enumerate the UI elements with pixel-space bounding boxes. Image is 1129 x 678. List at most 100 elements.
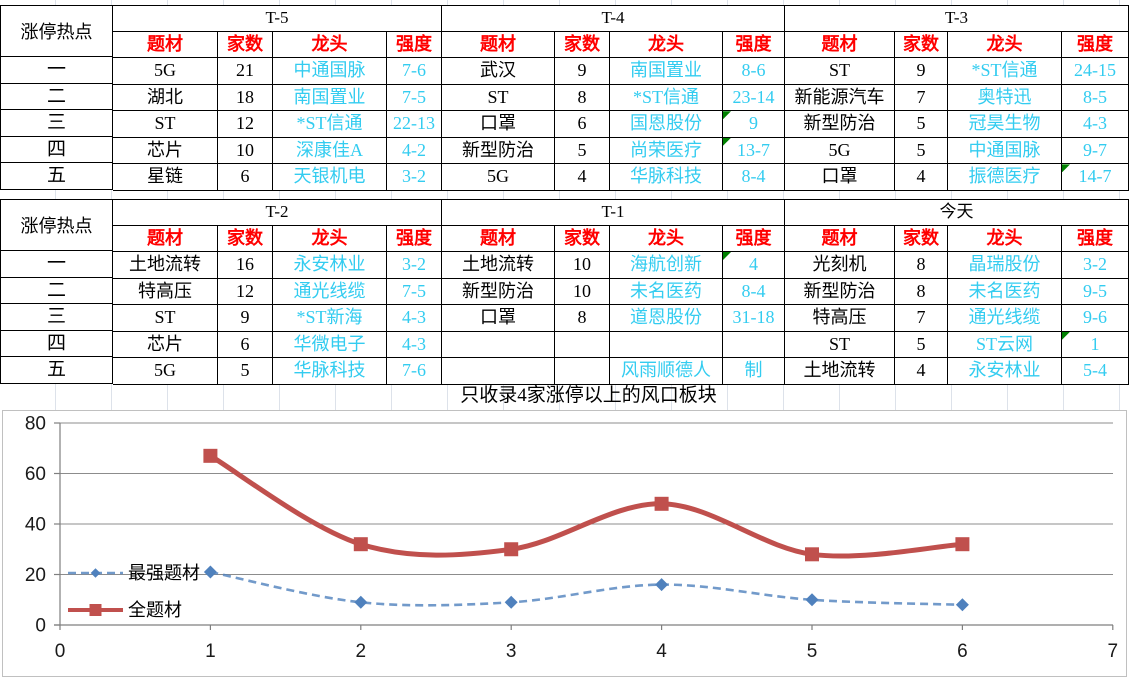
cell-count[interactable]: 12 bbox=[218, 111, 273, 138]
cell-leader[interactable]: 奥特迅 bbox=[948, 84, 1062, 112]
cell-leader[interactable]: 通光线缆 bbox=[948, 305, 1062, 332]
cell-theme[interactable]: 武汉 bbox=[442, 58, 555, 85]
cell-theme[interactable]: 星链 bbox=[113, 164, 218, 191]
cell-strength[interactable]: 9 bbox=[723, 111, 785, 138]
row-label-cell[interactable]: 一 bbox=[0, 57, 113, 84]
row-label-cell[interactable]: 三 bbox=[0, 110, 113, 137]
cell-count[interactable]: 6 bbox=[555, 111, 610, 138]
cell-strength[interactable]: 4-3 bbox=[387, 331, 442, 359]
row-label-cell[interactable]: 四 bbox=[0, 136, 113, 164]
cell-strength[interactable]: 4-2 bbox=[387, 137, 442, 165]
cell-theme[interactable]: 新型防治 bbox=[442, 278, 555, 306]
cell-count[interactable]: 12 bbox=[218, 278, 273, 306]
cell-strength[interactable]: 9-6 bbox=[1062, 305, 1129, 332]
cell-strength[interactable]: 3-2 bbox=[387, 164, 442, 191]
cell-leader[interactable]: 天银机电 bbox=[273, 164, 387, 191]
cell-strength[interactable]: 3-2 bbox=[387, 252, 442, 279]
cell-count[interactable]: 9 bbox=[218, 305, 273, 332]
cell-leader[interactable]: 风雨顺德人 bbox=[610, 358, 723, 385]
row-label-cell[interactable]: 五 bbox=[0, 357, 113, 384]
cell-count[interactable]: 5 bbox=[895, 331, 948, 359]
cell-count[interactable]: 21 bbox=[218, 58, 273, 85]
cell-count[interactable]: 7 bbox=[895, 84, 948, 112]
cell-strength[interactable]: 4-3 bbox=[387, 305, 442, 332]
cell-theme[interactable]: 5G bbox=[113, 58, 218, 85]
cell-leader[interactable]: *ST信通 bbox=[948, 58, 1062, 85]
cell-count[interactable]: 4 bbox=[555, 164, 610, 191]
cell-theme[interactable]: 新能源汽车 bbox=[785, 84, 895, 112]
cell-strength[interactable]: 9-7 bbox=[1062, 137, 1129, 165]
cell-theme[interactable]: 5G bbox=[785, 137, 895, 165]
cell-count[interactable]: 5 bbox=[555, 137, 610, 165]
cell-theme[interactable]: 新型防治 bbox=[785, 111, 895, 138]
cell-theme[interactable]: 5G bbox=[442, 164, 555, 191]
cell-leader[interactable]: 深康佳A bbox=[273, 137, 387, 165]
cell-leader[interactable]: 南国置业 bbox=[273, 84, 387, 112]
cell-leader[interactable]: *ST新海 bbox=[273, 305, 387, 332]
cell-strength[interactable]: 24-15 bbox=[1062, 58, 1129, 85]
cell-leader[interactable]: *ST信通 bbox=[273, 111, 387, 138]
cell-strength[interactable]: 7-5 bbox=[387, 278, 442, 306]
cell-leader[interactable]: 国恩股份 bbox=[610, 111, 723, 138]
cell-leader[interactable]: ST云网 bbox=[948, 331, 1062, 359]
cell-count[interactable]: 5 bbox=[218, 358, 273, 385]
row-label-cell[interactable]: 二 bbox=[0, 83, 113, 111]
cell-strength[interactable]: 1 bbox=[1062, 331, 1129, 359]
cell-count[interactable]: 8 bbox=[895, 252, 948, 279]
cell-count[interactable]: 6 bbox=[218, 164, 273, 191]
cell-strength[interactable]: 31-18 bbox=[723, 305, 785, 332]
cell-leader[interactable]: 中通国脉 bbox=[948, 137, 1062, 165]
cell-theme[interactable]: ST bbox=[113, 111, 218, 138]
cell-strength[interactable]: 5-4 bbox=[1062, 358, 1129, 385]
cell-count[interactable]: 4 bbox=[895, 358, 948, 385]
cell-leader[interactable]: 中通国脉 bbox=[273, 58, 387, 85]
cell-strength[interactable]: 8-4 bbox=[723, 278, 785, 306]
cell-count[interactable]: 10 bbox=[555, 278, 610, 306]
cell-theme[interactable]: 特高压 bbox=[785, 305, 895, 332]
cell-leader[interactable]: 永安林业 bbox=[273, 252, 387, 279]
cell-strength[interactable]: 4 bbox=[723, 252, 785, 279]
cell-strength[interactable]: 23-14 bbox=[723, 84, 785, 112]
cell-leader[interactable]: 通光线缆 bbox=[273, 278, 387, 306]
cell-strength[interactable] bbox=[723, 331, 785, 359]
cell-theme[interactable]: 口罩 bbox=[442, 111, 555, 138]
cell-strength[interactable]: 3-2 bbox=[1062, 252, 1129, 279]
row-label-cell[interactable]: 一 bbox=[0, 251, 113, 278]
cell-theme[interactable]: 湖北 bbox=[113, 84, 218, 112]
cell-count[interactable]: 16 bbox=[218, 252, 273, 279]
cell-leader[interactable]: 华微电子 bbox=[273, 331, 387, 359]
row-label-cell[interactable]: 三 bbox=[0, 304, 113, 331]
cell-strength[interactable]: 4-3 bbox=[1062, 111, 1129, 138]
cell-strength[interactable]: 制 bbox=[723, 358, 785, 385]
cell-count[interactable]: 18 bbox=[218, 84, 273, 112]
cell-strength[interactable]: 14-7 bbox=[1062, 164, 1129, 191]
cell-leader[interactable]: 道恩股份 bbox=[610, 305, 723, 332]
cell-leader[interactable] bbox=[610, 331, 723, 359]
cell-strength[interactable]: 7-6 bbox=[387, 358, 442, 385]
cell-strength[interactable]: 22-13 bbox=[387, 111, 442, 138]
cell-theme[interactable]: 口罩 bbox=[442, 305, 555, 332]
cell-count[interactable]: 8 bbox=[555, 84, 610, 112]
cell-theme[interactable]: 新型防治 bbox=[442, 137, 555, 165]
cell-strength[interactable]: 8-4 bbox=[723, 164, 785, 191]
cell-theme[interactable]: ST bbox=[785, 58, 895, 85]
cell-theme[interactable]: 5G bbox=[113, 358, 218, 385]
cell-leader[interactable]: 振德医疗 bbox=[948, 164, 1062, 191]
cell-leader[interactable]: 未名医药 bbox=[948, 278, 1062, 306]
cell-leader[interactable]: 晶瑞股份 bbox=[948, 252, 1062, 279]
cell-leader[interactable]: 华脉科技 bbox=[273, 358, 387, 385]
cell-leader[interactable]: 华脉科技 bbox=[610, 164, 723, 191]
cell-theme[interactable]: 土地流转 bbox=[113, 252, 218, 279]
cell-count[interactable]: 4 bbox=[895, 164, 948, 191]
cell-strength[interactable]: 9-5 bbox=[1062, 278, 1129, 306]
cell-count[interactable]: 10 bbox=[218, 137, 273, 165]
cell-leader[interactable]: 冠昊生物 bbox=[948, 111, 1062, 138]
cell-count[interactable]: 5 bbox=[895, 137, 948, 165]
cell-theme[interactable]: 芯片 bbox=[113, 137, 218, 165]
cell-leader[interactable]: 未名医药 bbox=[610, 278, 723, 306]
cell-count[interactable]: 9 bbox=[895, 58, 948, 85]
cell-theme[interactable]: 土地流转 bbox=[785, 358, 895, 385]
cell-theme[interactable]: ST bbox=[785, 331, 895, 359]
cell-leader[interactable]: *ST信通 bbox=[610, 84, 723, 112]
cell-count[interactable]: 6 bbox=[218, 331, 273, 359]
